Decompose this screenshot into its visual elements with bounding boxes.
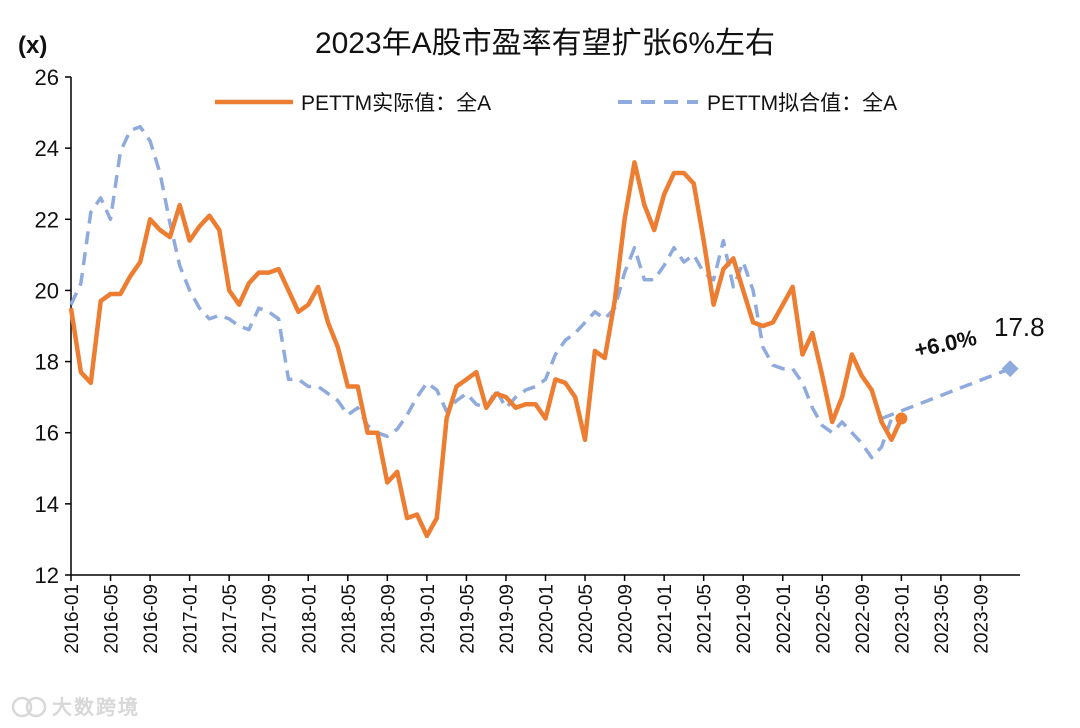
y-tick-label: 18 — [35, 350, 59, 375]
legend: PETTM实际值：全A PETTM拟合值：全A — [215, 92, 897, 115]
x-tick-label: 2022-05 — [813, 584, 834, 654]
y-axis-unit: (x) — [18, 32, 47, 59]
x-tick-label: 2017-05 — [220, 584, 241, 654]
y-tick-label: 24 — [35, 136, 59, 161]
x-tick-label: 2020-01 — [537, 584, 558, 654]
y-tick-label: 16 — [35, 421, 59, 446]
watermark-logo-icon — [11, 696, 47, 718]
watermark: 大数跨境 — [11, 695, 140, 719]
projection-end-marker — [1001, 360, 1019, 378]
y-tick-label: 20 — [35, 278, 59, 303]
y-tick-label: 22 — [35, 207, 59, 232]
x-tick-label: 2021-09 — [734, 584, 755, 654]
x-tick-label: 2023-05 — [932, 584, 953, 654]
x-tick-label: 2016-09 — [141, 584, 162, 654]
x-tick-label: 2016-01 — [62, 584, 83, 654]
x-tick-label: 2019-09 — [497, 584, 518, 654]
x-tick-label: 2016-05 — [102, 584, 123, 654]
y-axis-ticks: 12 14 16 18 20 22 24 26 — [35, 65, 71, 588]
x-tick-label: 2022-09 — [853, 584, 874, 654]
x-tick-label: 2018-05 — [339, 584, 360, 654]
y-tick-label: 12 — [35, 563, 59, 588]
x-axis-ticks: 2016-01 2016-05 2016-09 2017-01 2017-05 2017-… — [62, 575, 992, 654]
projection-line-fitted — [880, 367, 1011, 421]
x-tick-label: 2018-01 — [299, 584, 320, 654]
x-tick-label: 2019-05 — [457, 584, 478, 654]
legend-label-fitted: PETTM拟合值：全A — [707, 92, 897, 115]
actual-end-marker — [895, 412, 908, 425]
target-value-label: 17.8 — [994, 312, 1045, 342]
x-tick-label: 2017-09 — [260, 584, 281, 654]
x-tick-label: 2021-01 — [655, 584, 676, 654]
legend-label-actual: PETTM实际值：全A — [301, 92, 491, 115]
x-tick-label: 2020-09 — [616, 584, 637, 654]
series-line-fitted — [69, 125, 894, 460]
series-line-actual — [68, 160, 904, 539]
x-tick-label: 2023-09 — [971, 584, 992, 654]
y-tick-label: 14 — [35, 492, 59, 517]
chart-title: 2023年A股市盈率有望扩张6%左右 — [315, 27, 775, 60]
x-tick-label: 2023-01 — [892, 584, 913, 654]
x-tick-label: 2021-05 — [695, 584, 716, 654]
x-tick-label: 2018-09 — [378, 584, 399, 654]
x-tick-label: 2020-05 — [576, 584, 597, 654]
x-tick-label: 2017-01 — [181, 584, 202, 654]
watermark-text: 大数跨境 — [52, 695, 140, 719]
x-tick-label: 2022-01 — [774, 584, 795, 654]
y-tick-label: 26 — [35, 65, 59, 90]
x-tick-label: 2019-01 — [418, 584, 439, 654]
growth-annotation: +6.0% — [912, 325, 979, 363]
